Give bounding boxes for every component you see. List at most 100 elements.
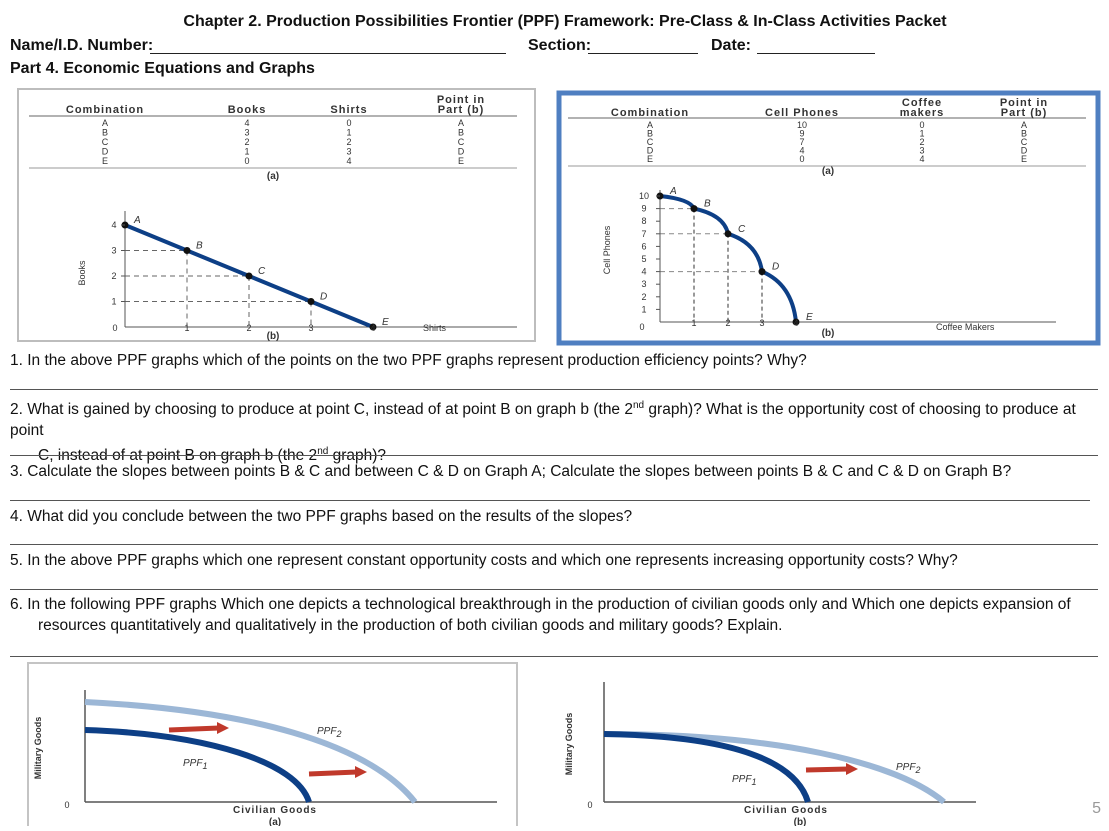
table-cell-point: C [1021,137,1028,147]
y-tick-label: 1 [641,304,646,314]
y-tick-label: 4 [111,220,116,230]
y-tick-label: 2 [641,292,646,302]
graph-caption: (b) [794,817,807,826]
page-number: 5 [1092,800,1101,817]
col-combination: Combination [66,104,144,116]
answer-line[interactable] [10,544,1098,545]
point-label: A [133,215,141,226]
x-axis-label: Shirts [423,323,447,333]
y-axis-label: Military Goods [33,717,43,780]
table-cell-phones: 4 [799,146,804,156]
data-point [690,205,698,213]
answer-line[interactable] [10,455,1098,456]
col-shirts: Shirts [330,104,367,116]
table-cell-combination: B [102,128,108,138]
table-cell-shirts: 1 [346,128,351,138]
question-4: 4. What did you conclude between the two… [10,506,632,527]
answer-line[interactable] [10,656,1098,657]
ppf1-label: PPF1 [183,758,207,771]
section-label: Section: [528,37,592,54]
y-tick-label: 6 [641,241,646,251]
data-point [307,298,315,305]
ppf1-label: PPF1 [732,774,756,787]
x-tick-label: 3 [308,323,313,333]
question-3: 3. Calculate the slopes between points B… [10,461,1011,482]
figure-military-civilian-a: PPF2 PPF1 0 Military Goods Civilian Good… [27,662,518,831]
answer-line[interactable] [10,389,1098,390]
answer-line[interactable] [10,589,1098,590]
table-cell-makers: 4 [919,154,924,164]
col-books: Books [228,104,267,116]
figure-military-civilian-b: PPF2 PPF1 0 Military Goods Civilian Good… [556,662,996,828]
y-tick-label: 4 [641,267,646,277]
data-point [792,318,800,326]
data-point [724,230,732,238]
table-cell-point: B [458,128,464,138]
table-cell-point: C [458,137,465,147]
x-tick-label: 3 [759,318,764,328]
name-field[interactable] [150,53,506,54]
x-axis-label: Coffee Makers [936,322,995,332]
point-label: B [196,241,203,252]
section-field[interactable] [588,53,698,54]
y-tick-label: 1 [111,297,116,307]
col-combination: Combination [611,107,689,119]
col-point-2: Part (b) [438,104,485,116]
phones-coffee-svg: Combination Cell Phones Coffee makers Po… [556,90,1101,346]
point-label: A [669,186,677,197]
table-cell-books: 1 [244,147,249,157]
y-axis-label: Books [77,260,87,286]
military-civilian-b-svg: PPF2 PPF1 0 Military Goods Civilian Good… [564,682,976,828]
y-tick-label: 8 [641,216,646,226]
name-label: Name/I.D. Number: [10,37,154,54]
point-label: E [806,312,813,323]
question-5: 5. In the above PPF graphs which one rep… [10,550,958,571]
table-cell-combination: A [647,120,653,130]
point-label: C [258,266,266,277]
table-cell-point: E [458,156,464,166]
y-tick-label: 9 [641,204,646,214]
military-civilian-a-svg: PPF2 PPF1 0 Military Goods Civilian Good… [27,662,518,831]
table-cell-point: B [1021,129,1027,139]
shift-arrow-bottom [308,766,367,778]
col-coffee-2: makers [900,107,945,119]
y-tick-label: 5 [641,254,646,264]
origin-label: 0 [639,322,644,332]
question-text: 1. In the above PPF graphs which of the … [10,352,807,369]
graph-caption: (a) [269,817,281,826]
table-cell-point: D [1021,146,1028,156]
table-cell-combination: B [647,129,653,139]
y-tick-label: 7 [641,229,646,239]
point-label: C [738,224,746,235]
table-cell-point: A [1021,120,1027,130]
col-point-2: Part (b) [1001,107,1048,119]
y-tick-label: 2 [111,271,116,281]
origin-label: 0 [64,800,69,810]
question-text: resources quantitatively and qualitative… [38,617,783,634]
date-label: Date: [711,37,752,54]
figure-phones-coffee: Combination Cell Phones Coffee makers Po… [556,90,1101,346]
books-shirts-svg: Combination Books Shirts Point in Part (… [17,88,536,342]
question-text: 2. What is gained by choosing to produce… [10,400,1076,440]
origin-label: 0 [112,323,117,333]
col-point-1: Point in [437,94,485,106]
table-cell-shirts: 4 [346,156,351,166]
table-cell-phones: 7 [799,137,804,147]
col-cell-phones: Cell Phones [765,107,839,119]
x-tick-label: 2 [246,323,251,333]
table-cell-makers: 3 [919,146,924,156]
table-cell-combination: E [102,156,108,166]
point-label: D [320,292,327,303]
table-cell-shirts: 3 [346,147,351,157]
table-cell-combination: C [102,137,109,147]
table-cell-phones: 9 [799,129,804,139]
x-tick-label: 1 [184,323,189,333]
table-cell-shirts: 2 [346,137,351,147]
answer-line[interactable] [10,500,1090,501]
ppf2-label: PPF2 [317,726,341,739]
ppf1-curve [603,731,811,803]
table-cell-phones: 0 [799,154,804,164]
point-label: D [772,262,779,273]
date-field[interactable] [757,53,875,54]
y-axis-label: Cell Phones [602,225,612,274]
